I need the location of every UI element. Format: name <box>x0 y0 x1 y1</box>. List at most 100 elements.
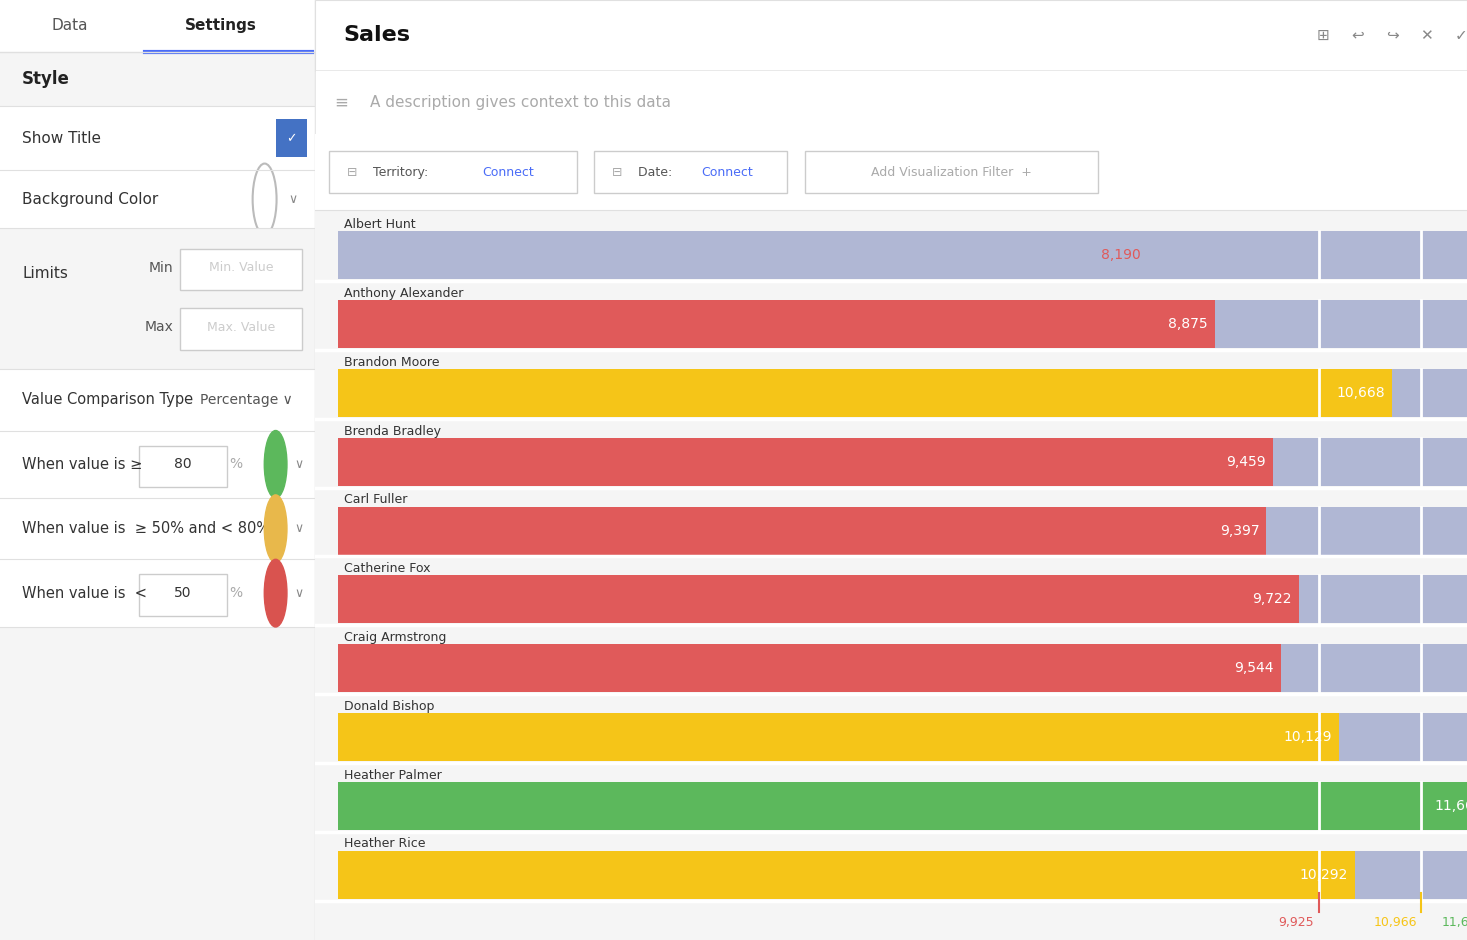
Bar <box>0 0 315 52</box>
Bar <box>1422 300 1467 348</box>
Bar <box>0 228 315 369</box>
Circle shape <box>264 431 288 498</box>
Text: Show Title: Show Title <box>22 131 101 146</box>
Bar <box>337 369 1392 417</box>
Text: 11,660: 11,660 <box>1442 916 1467 929</box>
Text: Donald Bishop: Donald Bishop <box>343 699 434 713</box>
Text: Catherine Fox: Catherine Fox <box>343 562 430 575</box>
Text: Min. Value: Min. Value <box>208 261 273 274</box>
Bar <box>315 134 1467 210</box>
Bar <box>337 507 1266 555</box>
Bar <box>337 575 1319 623</box>
Text: ⊞: ⊞ <box>1316 28 1329 42</box>
Text: 9,722: 9,722 <box>1253 592 1291 606</box>
Text: Max: Max <box>144 321 173 334</box>
Bar <box>1422 369 1467 417</box>
Bar <box>1422 713 1467 761</box>
Text: Albert Hunt: Albert Hunt <box>343 218 415 231</box>
Bar <box>0 106 315 170</box>
Bar <box>0 431 315 498</box>
Bar <box>276 119 307 157</box>
Bar <box>337 851 1319 899</box>
Text: Min: Min <box>148 261 173 274</box>
Bar <box>1422 644 1467 692</box>
Text: 80: 80 <box>175 458 192 471</box>
Text: Data: Data <box>51 19 88 33</box>
Text: ∨: ∨ <box>289 193 298 206</box>
Bar <box>1422 507 1467 555</box>
Text: Limits: Limits <box>22 266 67 281</box>
Bar <box>337 438 1319 486</box>
Bar <box>329 151 577 193</box>
Bar <box>1319 575 1422 623</box>
Text: 10,292: 10,292 <box>1300 868 1348 882</box>
Bar <box>337 782 1467 830</box>
Circle shape <box>264 559 288 627</box>
Text: %: % <box>230 587 244 600</box>
Text: 9,544: 9,544 <box>1235 661 1273 675</box>
Text: Heather Palmer: Heather Palmer <box>343 769 442 781</box>
Bar <box>1319 369 1422 417</box>
Text: Value Comparison Type: Value Comparison Type <box>22 393 194 407</box>
Text: Heather Rice: Heather Rice <box>343 838 425 851</box>
Bar <box>138 446 227 487</box>
Text: 10,129: 10,129 <box>1284 730 1332 744</box>
Bar <box>315 70 1467 134</box>
Bar <box>594 151 788 193</box>
Text: When value is  <: When value is < <box>22 586 147 601</box>
Bar <box>337 644 1319 692</box>
Text: Brandon Moore: Brandon Moore <box>343 355 439 368</box>
Bar <box>337 438 1272 486</box>
Text: Brenda Bradley: Brenda Bradley <box>343 425 440 437</box>
Text: ⊟: ⊟ <box>612 165 622 179</box>
Bar <box>0 559 315 627</box>
Text: ✓: ✓ <box>286 132 296 145</box>
Text: Add Visualization Filter  +: Add Visualization Filter + <box>871 165 1031 179</box>
Text: ≡: ≡ <box>334 93 349 112</box>
Text: Craig Armstrong: Craig Armstrong <box>343 631 446 644</box>
Bar <box>1319 231 1422 279</box>
Bar <box>337 851 1356 899</box>
Text: Connect: Connect <box>701 165 753 179</box>
Bar <box>1422 575 1467 623</box>
Bar <box>0 498 315 559</box>
Bar <box>1319 713 1422 761</box>
Bar <box>337 713 1319 761</box>
Bar <box>1422 782 1467 830</box>
Bar <box>1422 231 1467 279</box>
Text: Anthony Alexander: Anthony Alexander <box>343 287 464 300</box>
Bar <box>337 713 1339 761</box>
Bar <box>1319 644 1422 692</box>
Text: 50: 50 <box>175 587 192 600</box>
Bar <box>337 300 1215 348</box>
Text: ✕: ✕ <box>1420 28 1433 42</box>
Text: A description gives context to this data: A description gives context to this data <box>370 95 672 110</box>
Bar <box>0 627 315 940</box>
Text: When value is  ≥ 50% and < 80%: When value is ≥ 50% and < 80% <box>22 522 270 536</box>
Text: ✓: ✓ <box>1455 28 1467 42</box>
Bar <box>1319 438 1422 486</box>
Text: 8,190: 8,190 <box>1100 248 1140 262</box>
Text: Max. Value: Max. Value <box>207 321 276 334</box>
Circle shape <box>264 495 288 563</box>
Bar <box>804 151 1099 193</box>
Text: Territory:: Territory: <box>373 165 431 179</box>
Text: Settings: Settings <box>185 19 257 33</box>
Bar <box>1319 851 1422 899</box>
Text: Date:: Date: <box>638 165 676 179</box>
Bar <box>315 0 1467 70</box>
Bar <box>0 369 315 431</box>
Bar <box>337 782 1319 830</box>
Text: 11,660: 11,660 <box>1435 799 1467 813</box>
Text: ∨: ∨ <box>295 458 304 471</box>
Bar <box>1422 851 1467 899</box>
Text: Percentage ∨: Percentage ∨ <box>200 393 293 407</box>
Text: Connect: Connect <box>483 165 534 179</box>
Text: ∨: ∨ <box>295 587 304 600</box>
Bar <box>179 249 302 290</box>
Bar <box>337 231 1147 279</box>
Bar <box>1319 300 1422 348</box>
Bar <box>1319 782 1422 830</box>
Bar <box>138 574 227 616</box>
Text: 10,966: 10,966 <box>1373 916 1417 929</box>
